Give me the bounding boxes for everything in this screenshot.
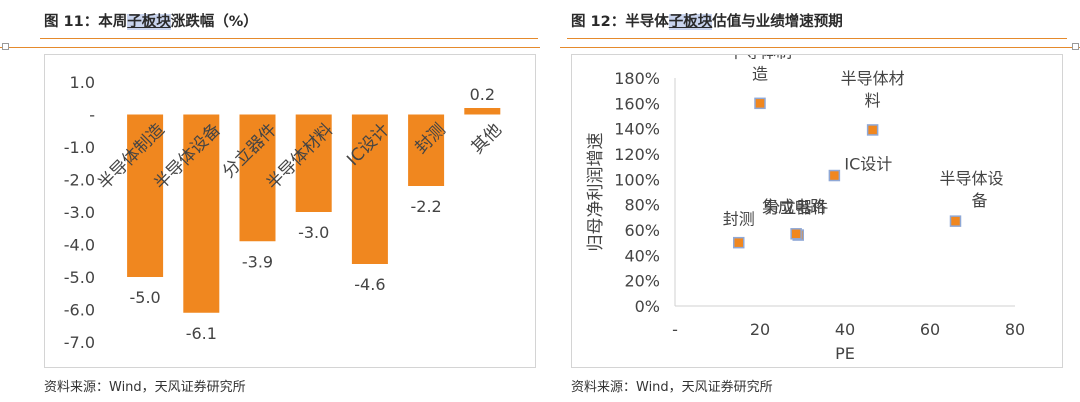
bar-value-label: -5.0	[129, 288, 160, 307]
left-source-note: 资料来源：Wind，天风证券研究所	[44, 380, 246, 395]
left-sub-rule	[0, 47, 540, 48]
scatter-point-1	[754, 97, 766, 110]
y-tick-label: 180%	[614, 69, 660, 88]
x-tick-label: 20	[750, 320, 770, 339]
right-source-note: 资料来源：Wind，天风证券研究所	[571, 380, 773, 395]
y-tick-label: -2.0	[64, 171, 95, 190]
y-tick-label: -	[89, 106, 95, 125]
point-label: 封测	[723, 210, 755, 229]
y-tick-label: 160%	[614, 94, 660, 113]
bar-value-label: -6.1	[186, 324, 217, 343]
point-label: 分立器件	[764, 198, 828, 217]
right-chart-frame: 0% 20% 40% 60% 80% 100% 120% 140% 160% 180% - 20 40 6…	[571, 42, 1063, 368]
point-label: 集成电路	[762, 197, 826, 216]
y-tick-label: 0%	[635, 297, 660, 316]
left-title-highlight: 子板块	[127, 14, 171, 30]
y-tick-label: 60%	[624, 221, 660, 240]
bar-5	[351, 114, 388, 264]
y-tick-label: 40%	[624, 246, 660, 265]
bar-3	[239, 114, 276, 242]
bar-chart: 1.0--1.0-2.0-3.0-4.0-5.0-6.0-7.0-5.0半导体制…	[64, 73, 506, 352]
y-tick-label: 120%	[614, 145, 660, 164]
left-title-rule	[40, 38, 538, 39]
left-title-prefix: 图 11：本周	[44, 14, 128, 30]
bar-6	[408, 114, 445, 186]
right-title-prefix: 图 12：半导体	[571, 14, 669, 30]
scatter-point-3	[828, 169, 841, 182]
x-tick-label: 60	[920, 320, 940, 339]
x-tick-label: 40	[835, 320, 855, 339]
scatter-point-6	[790, 228, 802, 240]
scatter-point-7	[733, 236, 745, 249]
y-tick-label: 1.0	[70, 73, 95, 92]
left-chart-frame: 1.0- -1.0 -2.0 -3.0 -4.0 -5.0 -6.0 -7.0 -5.0 半导体制…	[44, 54, 536, 368]
point-label: 半导体设备	[940, 169, 1004, 210]
y-tick-label: -5.0	[64, 268, 95, 287]
right-title-highlight: 子板块	[668, 14, 713, 30]
y-tick-label: -3.0	[64, 203, 95, 222]
category-label: 其他	[468, 120, 506, 158]
scatter-point-4	[949, 215, 962, 227]
left-title-suffix: 涨跌幅（%）	[170, 14, 258, 30]
selection-handle-left[interactable]	[2, 43, 9, 50]
point-label: 半导体材料	[841, 69, 905, 110]
y-tick-label: 100%	[614, 170, 660, 189]
scatter-point-2	[866, 124, 879, 136]
y-tick-label: -7.0	[64, 333, 95, 352]
bar-7	[464, 108, 501, 115]
x-axis-title: PE	[835, 344, 855, 363]
y-tick-label: -6.0	[64, 301, 95, 320]
bar-value-label: -4.6	[354, 275, 385, 294]
bar-4	[295, 114, 332, 212]
y-tick-label: 140%	[614, 120, 660, 139]
bar-1	[127, 114, 164, 277]
bar-value-label: -3.0	[298, 223, 329, 242]
bar-value-label: 0.2	[470, 85, 495, 104]
selection-handle-right[interactable]	[1072, 43, 1079, 50]
point-label: 半导体制造	[728, 55, 792, 83]
right-figure-title: 图 12：半导体子板块估值与业绩增速预期	[571, 10, 843, 31]
bar-2	[183, 114, 220, 313]
y-tick-label: -1.0	[64, 138, 95, 157]
bar-value-label: -3.9	[242, 252, 273, 271]
y-axis-title: 归母净利润增速	[586, 133, 606, 252]
y-tick-label: 80%	[624, 196, 660, 215]
y-tick-label: 20%	[624, 272, 660, 291]
point-label: IC设计	[844, 155, 892, 174]
right-sub-rule	[560, 47, 1080, 48]
bar-value-label: -2.2	[410, 197, 441, 216]
right-title-suffix: 估值与业绩增速预期	[712, 14, 843, 30]
x-tick-label: 80	[1005, 320, 1025, 339]
x-tick-label: -	[672, 320, 678, 339]
y-tick-label: -4.0	[64, 236, 95, 255]
scatter-chart: 0% 20% 40% 60% 80% 100% 120% 140% 160% 180% - 20 40 6…	[586, 42, 1025, 363]
right-title-rule	[567, 38, 1067, 39]
left-figure-title: 图 11：本周子板块涨跌幅（%）	[44, 10, 258, 31]
